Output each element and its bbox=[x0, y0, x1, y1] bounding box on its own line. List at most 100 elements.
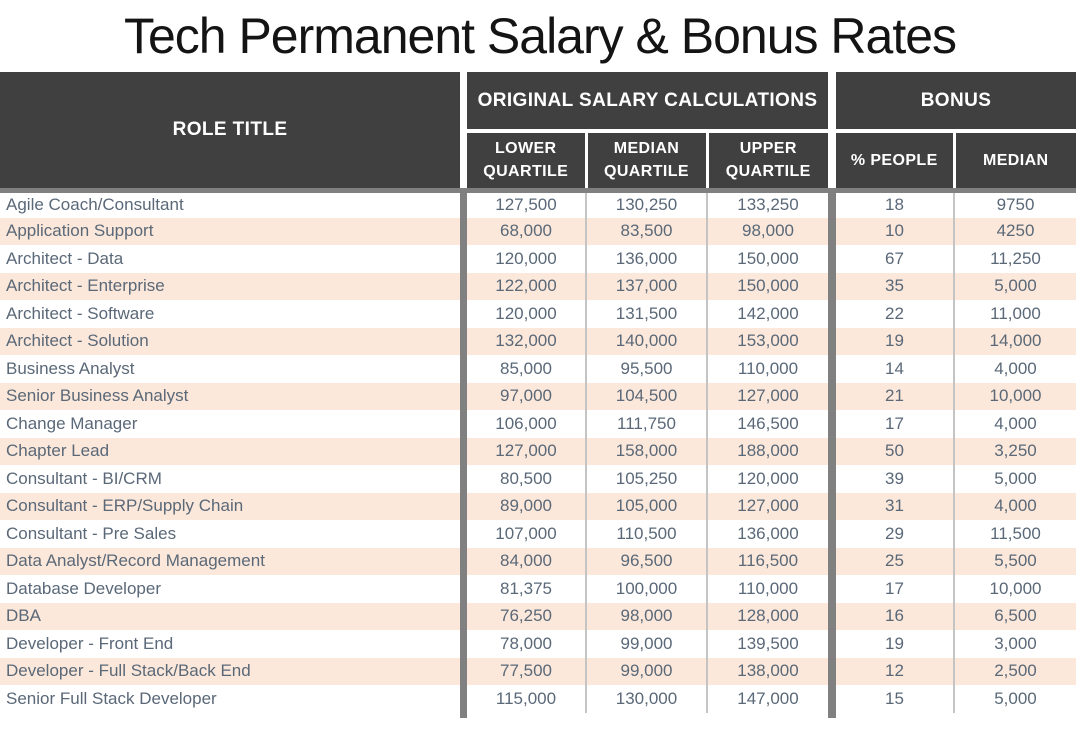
column-separator bbox=[460, 685, 467, 713]
lower-quartile-cell: 68,000 bbox=[467, 217, 586, 245]
lower-quartile-cell: 106,000 bbox=[467, 410, 586, 438]
group-header-bonus: BONUS bbox=[836, 72, 1076, 133]
table-row: Agile Coach/Consultant 127,500 130,250 133,… bbox=[0, 190, 1076, 218]
column-separator bbox=[460, 465, 467, 493]
upper-quartile-cell: 128,000 bbox=[706, 602, 828, 630]
upper-quartile-cell: 98,000 bbox=[706, 217, 828, 245]
column-separator bbox=[460, 410, 467, 438]
bonus-median-cell: 5,000 bbox=[953, 465, 1076, 493]
table-row: Consultant - ERP/Supply Chain 89,000 105,0… bbox=[0, 492, 1076, 520]
bonus-median-cell: 4250 bbox=[953, 217, 1076, 245]
median-quartile-cell: 99,000 bbox=[585, 630, 707, 658]
column-separator bbox=[460, 630, 467, 658]
role-cell: Application Support bbox=[0, 217, 460, 245]
column-separator bbox=[460, 602, 467, 630]
column-separator bbox=[460, 547, 467, 575]
role-cell: Senior Business Analyst bbox=[0, 382, 460, 410]
lower-quartile-cell: 77,500 bbox=[467, 657, 586, 685]
lower-quartile-cell: 132,000 bbox=[467, 327, 586, 355]
column-separator bbox=[460, 217, 467, 245]
median-quartile-cell: 158,000 bbox=[585, 437, 707, 465]
median-quartile-cell: 105,000 bbox=[585, 492, 707, 520]
empty-cell bbox=[707, 713, 828, 718]
percent-people-cell: 14 bbox=[836, 355, 954, 383]
table-row: Developer - Full Stack/Back End 77,500 99,… bbox=[0, 657, 1076, 685]
column-separator bbox=[828, 217, 836, 245]
page-title: Tech Permanent Salary & Bonus Rates bbox=[123, 8, 957, 64]
table-row: Architect - Enterprise 122,000 137,000 150,… bbox=[0, 272, 1076, 300]
column-separator bbox=[828, 410, 836, 438]
empty-cell bbox=[954, 713, 1076, 718]
role-cell: Agile Coach/Consultant bbox=[0, 190, 460, 218]
column-separator bbox=[460, 437, 467, 465]
column-separator bbox=[828, 657, 836, 685]
bonus-median-cell: 14,000 bbox=[953, 327, 1076, 355]
column-separator bbox=[828, 355, 836, 383]
role-cell: Senior Full Stack Developer bbox=[0, 685, 460, 713]
bonus-median-cell: 9750 bbox=[953, 190, 1076, 218]
bonus-median-cell: 3,000 bbox=[953, 630, 1076, 658]
table-row: Data Analyst/Record Management 84,000 96,5… bbox=[0, 547, 1076, 575]
percent-people-cell: 17 bbox=[836, 410, 954, 438]
column-separator bbox=[460, 300, 467, 328]
upper-quartile-cell: 188,000 bbox=[706, 437, 828, 465]
column-separator bbox=[828, 465, 836, 493]
median-quartile-cell: 130,000 bbox=[585, 685, 707, 713]
table-row: Application Support 68,000 83,500 98,000 10 4… bbox=[0, 217, 1076, 245]
column-separator bbox=[828, 685, 836, 713]
lower-quartile-cell: 127,000 bbox=[467, 437, 586, 465]
role-cell: Chapter Lead bbox=[0, 437, 460, 465]
percent-people-cell: 29 bbox=[836, 520, 954, 548]
table-row: Database Developer 81,375 100,000 110,000 17… bbox=[0, 575, 1076, 603]
column-header-lower-quartile: LOWER QUARTILE bbox=[467, 131, 586, 193]
table-cutoff-row bbox=[0, 712, 1076, 718]
bonus-median-cell: 5,500 bbox=[953, 547, 1076, 575]
column-header-role-title: ROLE TITLE bbox=[0, 72, 460, 193]
column-separator bbox=[828, 520, 836, 548]
median-quartile-cell: 111,750 bbox=[585, 410, 707, 438]
lower-quartile-cell: 76,250 bbox=[467, 602, 586, 630]
lower-quartile-cell: 97,000 bbox=[467, 382, 586, 410]
upper-quartile-cell: 153,000 bbox=[706, 327, 828, 355]
lower-quartile-cell: 89,000 bbox=[467, 492, 586, 520]
lower-quartile-cell: 120,000 bbox=[467, 245, 586, 273]
median-quartile-cell: 95,500 bbox=[585, 355, 707, 383]
median-quartile-cell: 104,500 bbox=[585, 382, 707, 410]
bonus-median-cell: 4,000 bbox=[953, 410, 1076, 438]
empty-cell bbox=[0, 713, 460, 718]
column-separator bbox=[828, 630, 836, 658]
table-row: Change Manager 106,000 111,750 146,500 17 4,0… bbox=[0, 410, 1076, 438]
column-header-percent-people: % PEOPLE bbox=[836, 131, 954, 193]
percent-people-cell: 16 bbox=[836, 602, 954, 630]
group-header-original-salary: ORIGINAL SALARY CALCULATIONS bbox=[467, 72, 828, 133]
table-row: Architect - Software 120,000 131,500 142,00… bbox=[0, 300, 1076, 328]
upper-quartile-cell: 139,500 bbox=[706, 630, 828, 658]
column-separator bbox=[460, 492, 467, 520]
bonus-median-cell: 2,500 bbox=[953, 657, 1076, 685]
percent-people-cell: 67 bbox=[836, 245, 954, 273]
bonus-median-cell: 5,000 bbox=[953, 685, 1076, 713]
column-separator bbox=[828, 437, 836, 465]
upper-quartile-cell: 127,000 bbox=[706, 382, 828, 410]
column-separator bbox=[828, 602, 836, 630]
empty-cell bbox=[586, 713, 707, 718]
role-cell: Consultant - Pre Sales bbox=[0, 520, 460, 548]
column-separator bbox=[828, 327, 836, 355]
percent-people-cell: 35 bbox=[836, 272, 954, 300]
upper-quartile-cell: 147,000 bbox=[706, 685, 828, 713]
role-cell: Architect - Enterprise bbox=[0, 272, 460, 300]
percent-people-cell: 21 bbox=[836, 382, 954, 410]
percent-people-cell: 19 bbox=[836, 327, 954, 355]
role-cell: Business Analyst bbox=[0, 355, 460, 383]
column-header-upper-quartile: UPPER QUARTILE bbox=[705, 131, 828, 193]
role-cell: Change Manager bbox=[0, 410, 460, 438]
percent-people-cell: 22 bbox=[836, 300, 954, 328]
column-separator bbox=[460, 327, 467, 355]
table-row: Architect - Data 120,000 136,000 150,000 67 1… bbox=[0, 245, 1076, 273]
table-row: DBA 76,250 98,000 128,000 16 6,500 bbox=[0, 602, 1076, 630]
column-separator bbox=[460, 657, 467, 685]
table-row: Senior Full Stack Developer 115,000 130,00… bbox=[0, 685, 1076, 713]
table-row: Senior Business Analyst 97,000 104,500 127,… bbox=[0, 382, 1076, 410]
lower-quartile-cell: 115,000 bbox=[467, 685, 586, 713]
upper-quartile-cell: 136,000 bbox=[706, 520, 828, 548]
